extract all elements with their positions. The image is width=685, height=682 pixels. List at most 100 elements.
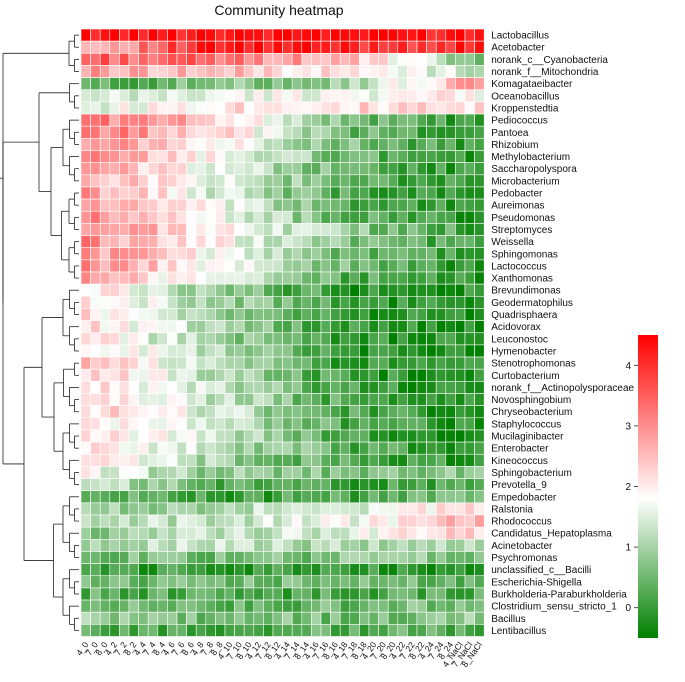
heatmap-cell bbox=[147, 174, 159, 188]
heatmap-cell bbox=[109, 162, 120, 176]
heatmap-cell bbox=[263, 563, 274, 577]
heatmap-cell bbox=[243, 259, 255, 273]
heatmap-cell bbox=[368, 332, 379, 346]
heatmap-cell bbox=[455, 344, 466, 358]
heatmap-cell bbox=[282, 186, 293, 200]
heatmap-cell bbox=[435, 259, 447, 273]
heatmap-cell bbox=[368, 526, 379, 540]
heatmap-cell bbox=[339, 599, 351, 613]
heatmap-cell bbox=[234, 478, 245, 491]
heatmap-cell bbox=[90, 514, 101, 528]
heatmap-cell bbox=[282, 101, 293, 115]
heatmap-cell bbox=[167, 344, 178, 358]
heatmap-cell bbox=[138, 125, 149, 139]
heatmap-cell bbox=[215, 308, 226, 321]
heatmap-cell bbox=[291, 490, 303, 504]
heatmap-cell bbox=[368, 514, 379, 528]
heatmap-cell bbox=[474, 101, 485, 115]
heatmap-cell bbox=[234, 174, 245, 188]
heatmap-cell bbox=[167, 417, 178, 431]
heatmap-cell bbox=[407, 235, 418, 249]
heatmap-cell bbox=[291, 624, 303, 637]
heatmap-cell bbox=[416, 466, 427, 479]
heatmap-cell bbox=[464, 186, 475, 200]
heatmap-cell bbox=[426, 611, 437, 625]
heatmap-cell bbox=[99, 113, 111, 127]
heatmap-cell bbox=[99, 381, 111, 394]
heatmap-cell bbox=[253, 563, 264, 577]
heatmap-cell bbox=[368, 611, 379, 625]
heatmap-cell bbox=[234, 538, 245, 552]
heatmap-cell bbox=[359, 332, 370, 346]
heatmap-cell bbox=[397, 563, 408, 577]
heatmap-cell bbox=[167, 611, 178, 625]
heatmap-cell bbox=[320, 514, 331, 528]
heatmap-cell bbox=[263, 52, 274, 66]
heatmap-cell bbox=[397, 138, 408, 151]
heatmap-cell bbox=[301, 198, 312, 212]
heatmap-cell bbox=[407, 624, 418, 637]
heatmap-cell bbox=[474, 174, 485, 188]
heatmap-cell bbox=[455, 575, 466, 589]
heatmap-cell bbox=[426, 502, 437, 516]
heatmap-cell bbox=[426, 235, 437, 249]
heatmap-cell bbox=[349, 113, 360, 127]
heatmap-cell bbox=[474, 271, 485, 285]
heatmap-cell bbox=[445, 308, 456, 321]
heatmap-cell bbox=[253, 502, 264, 516]
heatmap-cell bbox=[128, 624, 139, 637]
heatmap-cell bbox=[138, 308, 149, 321]
heatmap-cell bbox=[253, 624, 264, 637]
heatmap-cell bbox=[224, 563, 235, 577]
heatmap-cell bbox=[368, 259, 379, 273]
heatmap-cell bbox=[330, 101, 341, 115]
heatmap-cell bbox=[147, 235, 159, 249]
heatmap-cell bbox=[157, 344, 168, 358]
heatmap-cell bbox=[426, 65, 437, 78]
heatmap-cell bbox=[368, 162, 379, 176]
heatmap-cell bbox=[320, 101, 331, 115]
heatmap-cell bbox=[215, 368, 226, 382]
heatmap-cell bbox=[243, 52, 255, 66]
heatmap-cell bbox=[128, 563, 139, 577]
heatmap-cell bbox=[359, 587, 370, 601]
heatmap-cell bbox=[215, 150, 226, 163]
heatmap-cell bbox=[205, 320, 216, 334]
heatmap-cell bbox=[128, 223, 139, 236]
heatmap-cell bbox=[263, 624, 274, 637]
heatmap-cell bbox=[349, 101, 360, 115]
heatmap-cell bbox=[176, 223, 187, 236]
heatmap-cell bbox=[330, 150, 341, 163]
heatmap-cell bbox=[416, 28, 427, 42]
heatmap-cell bbox=[234, 283, 245, 297]
heatmap-cell bbox=[378, 538, 389, 552]
heatmap-cell bbox=[167, 271, 178, 285]
row-label: Candidatus_Hepatoplasma bbox=[491, 529, 612, 540]
heatmap-cell bbox=[176, 453, 187, 467]
heatmap-cell bbox=[224, 551, 235, 564]
heatmap-cell bbox=[378, 575, 389, 589]
heatmap-cell bbox=[272, 198, 283, 212]
heatmap-cell bbox=[455, 89, 466, 103]
heatmap-cell bbox=[119, 113, 130, 127]
heatmap-cell bbox=[320, 223, 331, 236]
heatmap-cell bbox=[109, 40, 120, 54]
heatmap-cell bbox=[378, 40, 389, 54]
heatmap-cell bbox=[455, 332, 466, 346]
heatmap-cell bbox=[109, 198, 120, 212]
heatmap-cell bbox=[426, 198, 437, 212]
heatmap-cell bbox=[397, 575, 408, 589]
heatmap-cell bbox=[138, 150, 149, 163]
heatmap-cell bbox=[359, 393, 370, 406]
heatmap-cell bbox=[387, 538, 399, 552]
heatmap-cell bbox=[215, 417, 226, 431]
heatmap-cell bbox=[359, 186, 370, 200]
heatmap-cell bbox=[119, 526, 130, 540]
heatmap-cell bbox=[368, 52, 379, 66]
heatmap-cell bbox=[455, 28, 466, 42]
heatmap-cell bbox=[445, 77, 456, 91]
heatmap-cell bbox=[368, 40, 379, 54]
heatmap-cell bbox=[186, 393, 197, 406]
heatmap-cell bbox=[99, 271, 111, 285]
heatmap-cell bbox=[147, 526, 159, 540]
